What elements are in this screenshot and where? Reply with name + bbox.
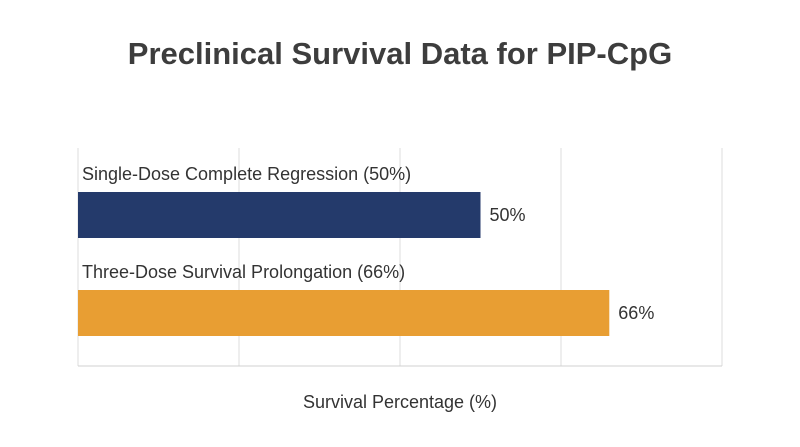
data-label: 66%	[618, 303, 654, 323]
bar	[78, 290, 610, 336]
chart-title: Preclinical Survival Data for PIP-CpG	[127, 36, 673, 71]
category-label: Single-Dose Complete Regression (50%)	[82, 164, 411, 184]
x-axis-title: Survival Percentage (%)	[303, 392, 497, 412]
bar-series: Single-Dose Complete Regression (50%) 50%…	[78, 164, 654, 336]
data-label: 50%	[490, 205, 526, 225]
category-label: Three-Dose Survival Prolongation (66%)	[82, 262, 405, 282]
grid-lines	[77, 148, 723, 367]
bar	[78, 192, 481, 238]
